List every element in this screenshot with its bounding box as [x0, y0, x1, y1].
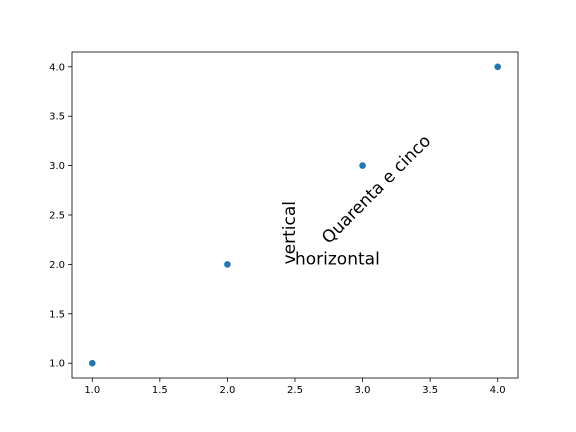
x-tick-label: 1.0 [84, 385, 100, 396]
x-tick-label: 2.5 [287, 385, 303, 396]
data-point [224, 261, 231, 268]
annotation-diagonal: Quarenta e cinco [318, 131, 435, 248]
x-axis: 1.0 1.5 2.0 2.5 3.0 3.5 4.0 [84, 378, 506, 396]
x-tick-label: 2.0 [219, 385, 235, 396]
x-tick-label: 4.0 [490, 385, 506, 396]
x-tick-label: 3.0 [355, 385, 371, 396]
data-point [88, 359, 96, 367]
data-point [494, 63, 502, 71]
data-point [359, 162, 366, 169]
y-tick-label: 3.5 [49, 112, 65, 123]
annotation-horizontal: horizontal [295, 249, 380, 269]
data-points [88, 63, 502, 367]
x-tick-label: 1.5 [152, 385, 168, 396]
y-tick-label: 1.5 [49, 309, 65, 320]
y-axis: 1.0 1.5 2.0 2.5 3.0 3.5 4.0 [49, 62, 72, 370]
y-tick-label: 2.5 [49, 211, 65, 222]
annotation-vertical: vertical [280, 201, 300, 264]
y-tick-label: 3.0 [49, 161, 65, 172]
y-tick-label: 4.0 [49, 62, 65, 73]
y-tick-label: 2.0 [49, 260, 65, 271]
y-tick-label: 1.0 [49, 359, 65, 370]
x-tick-label: 3.5 [422, 385, 438, 396]
